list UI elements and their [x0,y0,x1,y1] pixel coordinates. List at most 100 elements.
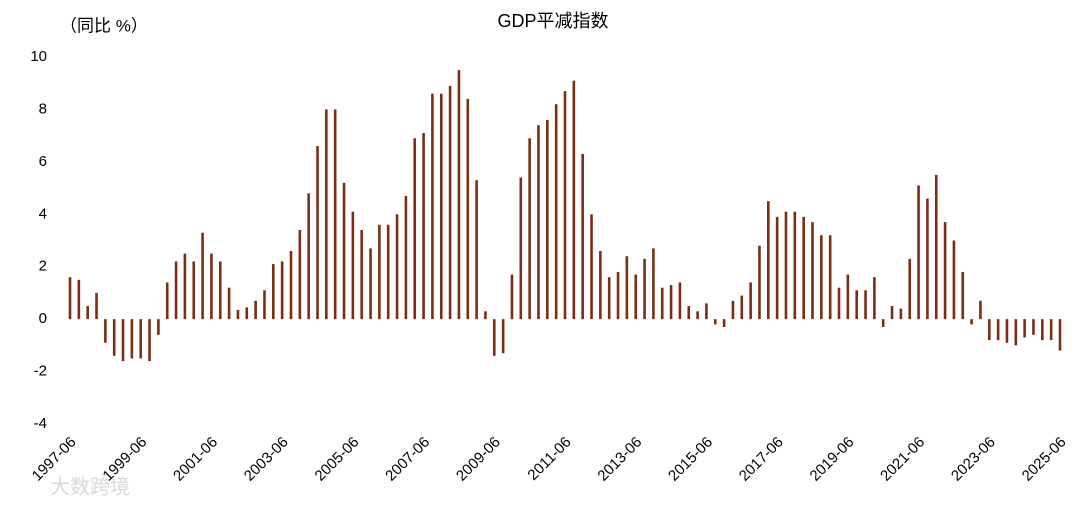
bar [996,319,1000,341]
bar [979,300,982,320]
bar [767,201,770,320]
bar [554,104,558,320]
bar [325,109,328,320]
bar [873,277,876,320]
x-tick-label: 2003-06 [241,434,292,485]
x-tick-label: 2015-06 [665,434,716,485]
bar [245,307,249,320]
x-tick-label: 2017-06 [736,434,787,485]
x-tick-label: 2023-06 [948,434,999,485]
bar [201,232,204,320]
bar [881,319,885,328]
bar [77,279,81,320]
bar [775,216,779,320]
bar [404,195,408,320]
bar [970,319,973,325]
bar [236,309,240,320]
bar [634,274,638,320]
bar [802,216,805,320]
bar [68,277,72,320]
bar [537,125,540,320]
bar [466,98,470,320]
bar [678,282,682,320]
bar [961,271,965,320]
bar [864,290,867,320]
bar [1023,319,1026,338]
bar [104,319,107,343]
bar [289,250,293,320]
bar [422,133,425,320]
bar [342,182,346,320]
x-tick-label: 2005-06 [312,434,363,485]
bar [917,185,920,320]
x-tick-label: 2021-06 [877,434,928,485]
bar [501,319,505,354]
bar [899,308,903,320]
bar [413,138,417,320]
bar [890,306,894,320]
bar [475,180,478,320]
bar [793,211,797,320]
x-tick-label: 2025-06 [1019,434,1070,485]
bar [210,253,213,320]
x-tick-label: 2013-06 [594,434,645,485]
bar [484,311,487,320]
bar [855,290,858,320]
bar [572,80,576,320]
y-tick-label: 8 [39,100,47,117]
bar [95,292,98,320]
bar [272,264,275,320]
x-tick-label: 2011-06 [524,434,574,484]
bar [934,174,938,320]
bar [740,295,744,320]
bar [183,253,187,320]
bar [192,261,196,320]
bar [298,230,302,320]
bar [254,300,257,320]
bar [157,319,160,335]
bar [519,177,523,320]
bar [439,93,443,320]
bar [360,230,363,320]
x-tick-label: 2019-06 [807,434,858,485]
bar [563,91,567,320]
bar [599,250,602,320]
bar [837,287,841,320]
bar [1049,319,1053,341]
bar [811,222,814,320]
bar [952,240,956,320]
bar [307,193,310,320]
bar [148,319,151,362]
bar [1041,319,1044,341]
bar [333,109,337,320]
bar [987,319,991,341]
bar [722,319,726,328]
bar [218,261,222,320]
y-tick-label: 10 [30,48,47,65]
bar [395,214,399,320]
bar [687,306,691,320]
bar [784,211,788,320]
bar [316,146,319,320]
y-tick-label: 4 [39,205,47,222]
bar [165,282,169,320]
bar [369,248,372,320]
x-tick-label: 2007-06 [382,434,433,485]
y-tick-label: 6 [39,153,47,170]
x-tick-label: 2001-06 [170,434,221,485]
bar [139,319,143,359]
bar [590,214,593,320]
bar [1032,319,1035,335]
bar [581,153,584,320]
bar [669,285,673,320]
bar [263,290,266,320]
y-tick-label: -2 [34,363,47,380]
bar [705,303,708,320]
bar [431,93,434,320]
bar [1005,319,1009,343]
bar [121,319,125,362]
bar [607,277,611,320]
bar [713,319,717,325]
watermark: 大数跨境 [50,475,130,498]
